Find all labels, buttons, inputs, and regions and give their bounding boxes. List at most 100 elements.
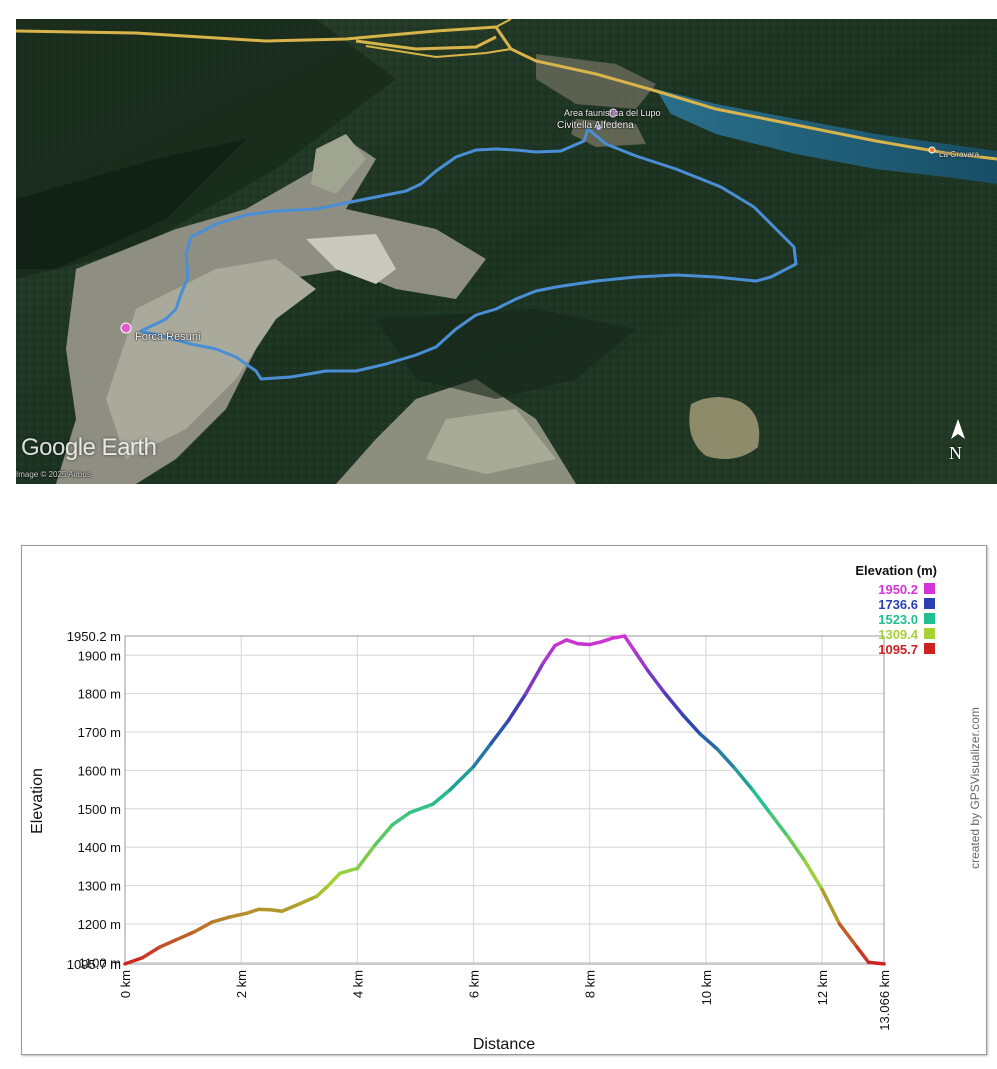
north-arrow-icon	[951, 419, 965, 439]
profile-segment	[750, 787, 772, 815]
legend-value: 1523.0	[878, 612, 918, 627]
profile-segment	[855, 945, 871, 965]
legend-title: Elevation (m)	[855, 563, 937, 578]
summit-label: Forca Resuni	[135, 331, 201, 343]
profile-segment	[733, 766, 755, 792]
profile-segment	[866, 960, 886, 966]
profile-segment	[373, 823, 394, 848]
profile-segment	[431, 787, 453, 806]
legend-value: 1309.4	[878, 627, 919, 642]
legend-value: 1095.7	[878, 642, 918, 657]
profile-segment	[245, 907, 261, 915]
profile-segment	[314, 883, 331, 899]
x-tick-label: 0 km	[118, 970, 133, 998]
x-tick-label: 8 km	[583, 970, 598, 998]
profile-segment	[541, 643, 557, 665]
x-tick-label: 12 km	[815, 970, 830, 1005]
x-tick-labels: 0 km 2 km 4 km 6 km 8 km 10 km 12 km 13.066 km	[118, 970, 892, 1031]
profile-segment	[715, 747, 737, 771]
profile-segment	[622, 634, 638, 656]
area-label: Area faunistica del Lupo	[564, 108, 661, 118]
legend-swatch	[924, 598, 935, 609]
profile-segment	[489, 718, 511, 746]
profile-segment	[123, 955, 145, 966]
profile-segment	[646, 668, 667, 696]
google-earth-logo: Google Earth	[21, 434, 157, 461]
profile-segment	[158, 937, 180, 949]
summit-marker[interactable]	[120, 322, 132, 334]
profile-segment	[837, 922, 859, 949]
start-marker[interactable]	[595, 123, 603, 131]
x-tick-label: 13.066 km	[877, 970, 892, 1031]
profile-segment	[297, 894, 319, 906]
plot-frame	[124, 635, 885, 965]
imagery-credit: Image © 2025 Airbus	[16, 470, 91, 479]
north-label: N	[949, 443, 962, 463]
profile-segment	[611, 634, 627, 640]
profile-segment	[524, 661, 545, 696]
profile-segment	[140, 945, 162, 960]
legend-swatch	[924, 643, 935, 654]
y-tick-label: 1200 m	[78, 917, 121, 932]
x-tick-label: 4 km	[350, 970, 365, 998]
village-label: La Gravara	[939, 150, 980, 159]
y-tick-label: 1400 m	[78, 840, 121, 855]
profile-segment	[268, 908, 284, 914]
profile-segment	[564, 638, 580, 646]
x-tick-label: 6 km	[467, 970, 482, 998]
profile-segment	[680, 713, 702, 736]
profile-segment	[355, 843, 377, 871]
profile-segment	[192, 920, 214, 934]
y-tick-label: 1800 m	[78, 687, 121, 702]
profile-segment	[599, 636, 615, 644]
legend-swatch	[924, 628, 935, 639]
profile-segment	[175, 929, 197, 942]
profile-segment	[576, 642, 592, 647]
village-marker[interactable]	[928, 146, 936, 154]
profile-segment	[698, 732, 720, 752]
profile-segment	[506, 691, 528, 723]
profile-segment	[820, 887, 842, 926]
profile-segment	[768, 810, 789, 838]
x-axis-title: Distance	[473, 1036, 535, 1053]
terrain-image	[16, 19, 997, 484]
y-tick-label: 1900 m	[78, 648, 121, 663]
legend-swatch	[924, 613, 935, 624]
y-tick-label: 1950.2 m	[67, 629, 121, 644]
profile-segment	[553, 638, 569, 648]
x-tick-label: 10 km	[699, 970, 714, 1005]
start-label: Civitella Alfedena	[557, 120, 634, 131]
profile-segment	[280, 902, 302, 914]
profile-segment	[407, 802, 435, 815]
profile-segment	[326, 871, 342, 888]
profile-segment	[390, 810, 412, 827]
profile-segment	[663, 691, 685, 717]
y-tick-label: 1700 m	[78, 725, 121, 740]
profile-segment	[227, 911, 249, 919]
profile-segment	[587, 640, 604, 647]
satellite-map[interactable]: Area faunistica del Lupo Civitella Alfed…	[16, 19, 997, 484]
profile-segment	[338, 866, 360, 876]
y-tick-label: 1100 m	[79, 955, 121, 970]
profile-segment	[448, 764, 476, 792]
y-axis-title: Elevation	[29, 768, 46, 834]
gpsvisualizer-credit: created by GPSVisualizer.com	[968, 707, 982, 869]
elevation-profile-chart: 1095.7 m 1100 m 1200 m 1300 m 1400 m 1500 m 16…	[21, 545, 987, 1055]
legend-swatch	[924, 583, 935, 594]
y-tick-label: 1500 m	[78, 802, 121, 817]
area-marker[interactable]	[608, 108, 618, 118]
y-tick-label: 1600 m	[78, 763, 121, 778]
profile-segment	[634, 651, 650, 673]
profile-segment	[471, 741, 493, 769]
y-tick-label: 1095.7 m	[67, 957, 121, 972]
legend-value: 1950.2	[878, 582, 918, 597]
hiking-track	[139, 127, 798, 381]
profile-segment	[802, 858, 824, 892]
y-tick-label: 1300 m	[78, 879, 121, 894]
profile-segment	[785, 833, 807, 863]
legend-value: 1736.6	[878, 597, 918, 612]
profile-segment	[210, 915, 232, 924]
